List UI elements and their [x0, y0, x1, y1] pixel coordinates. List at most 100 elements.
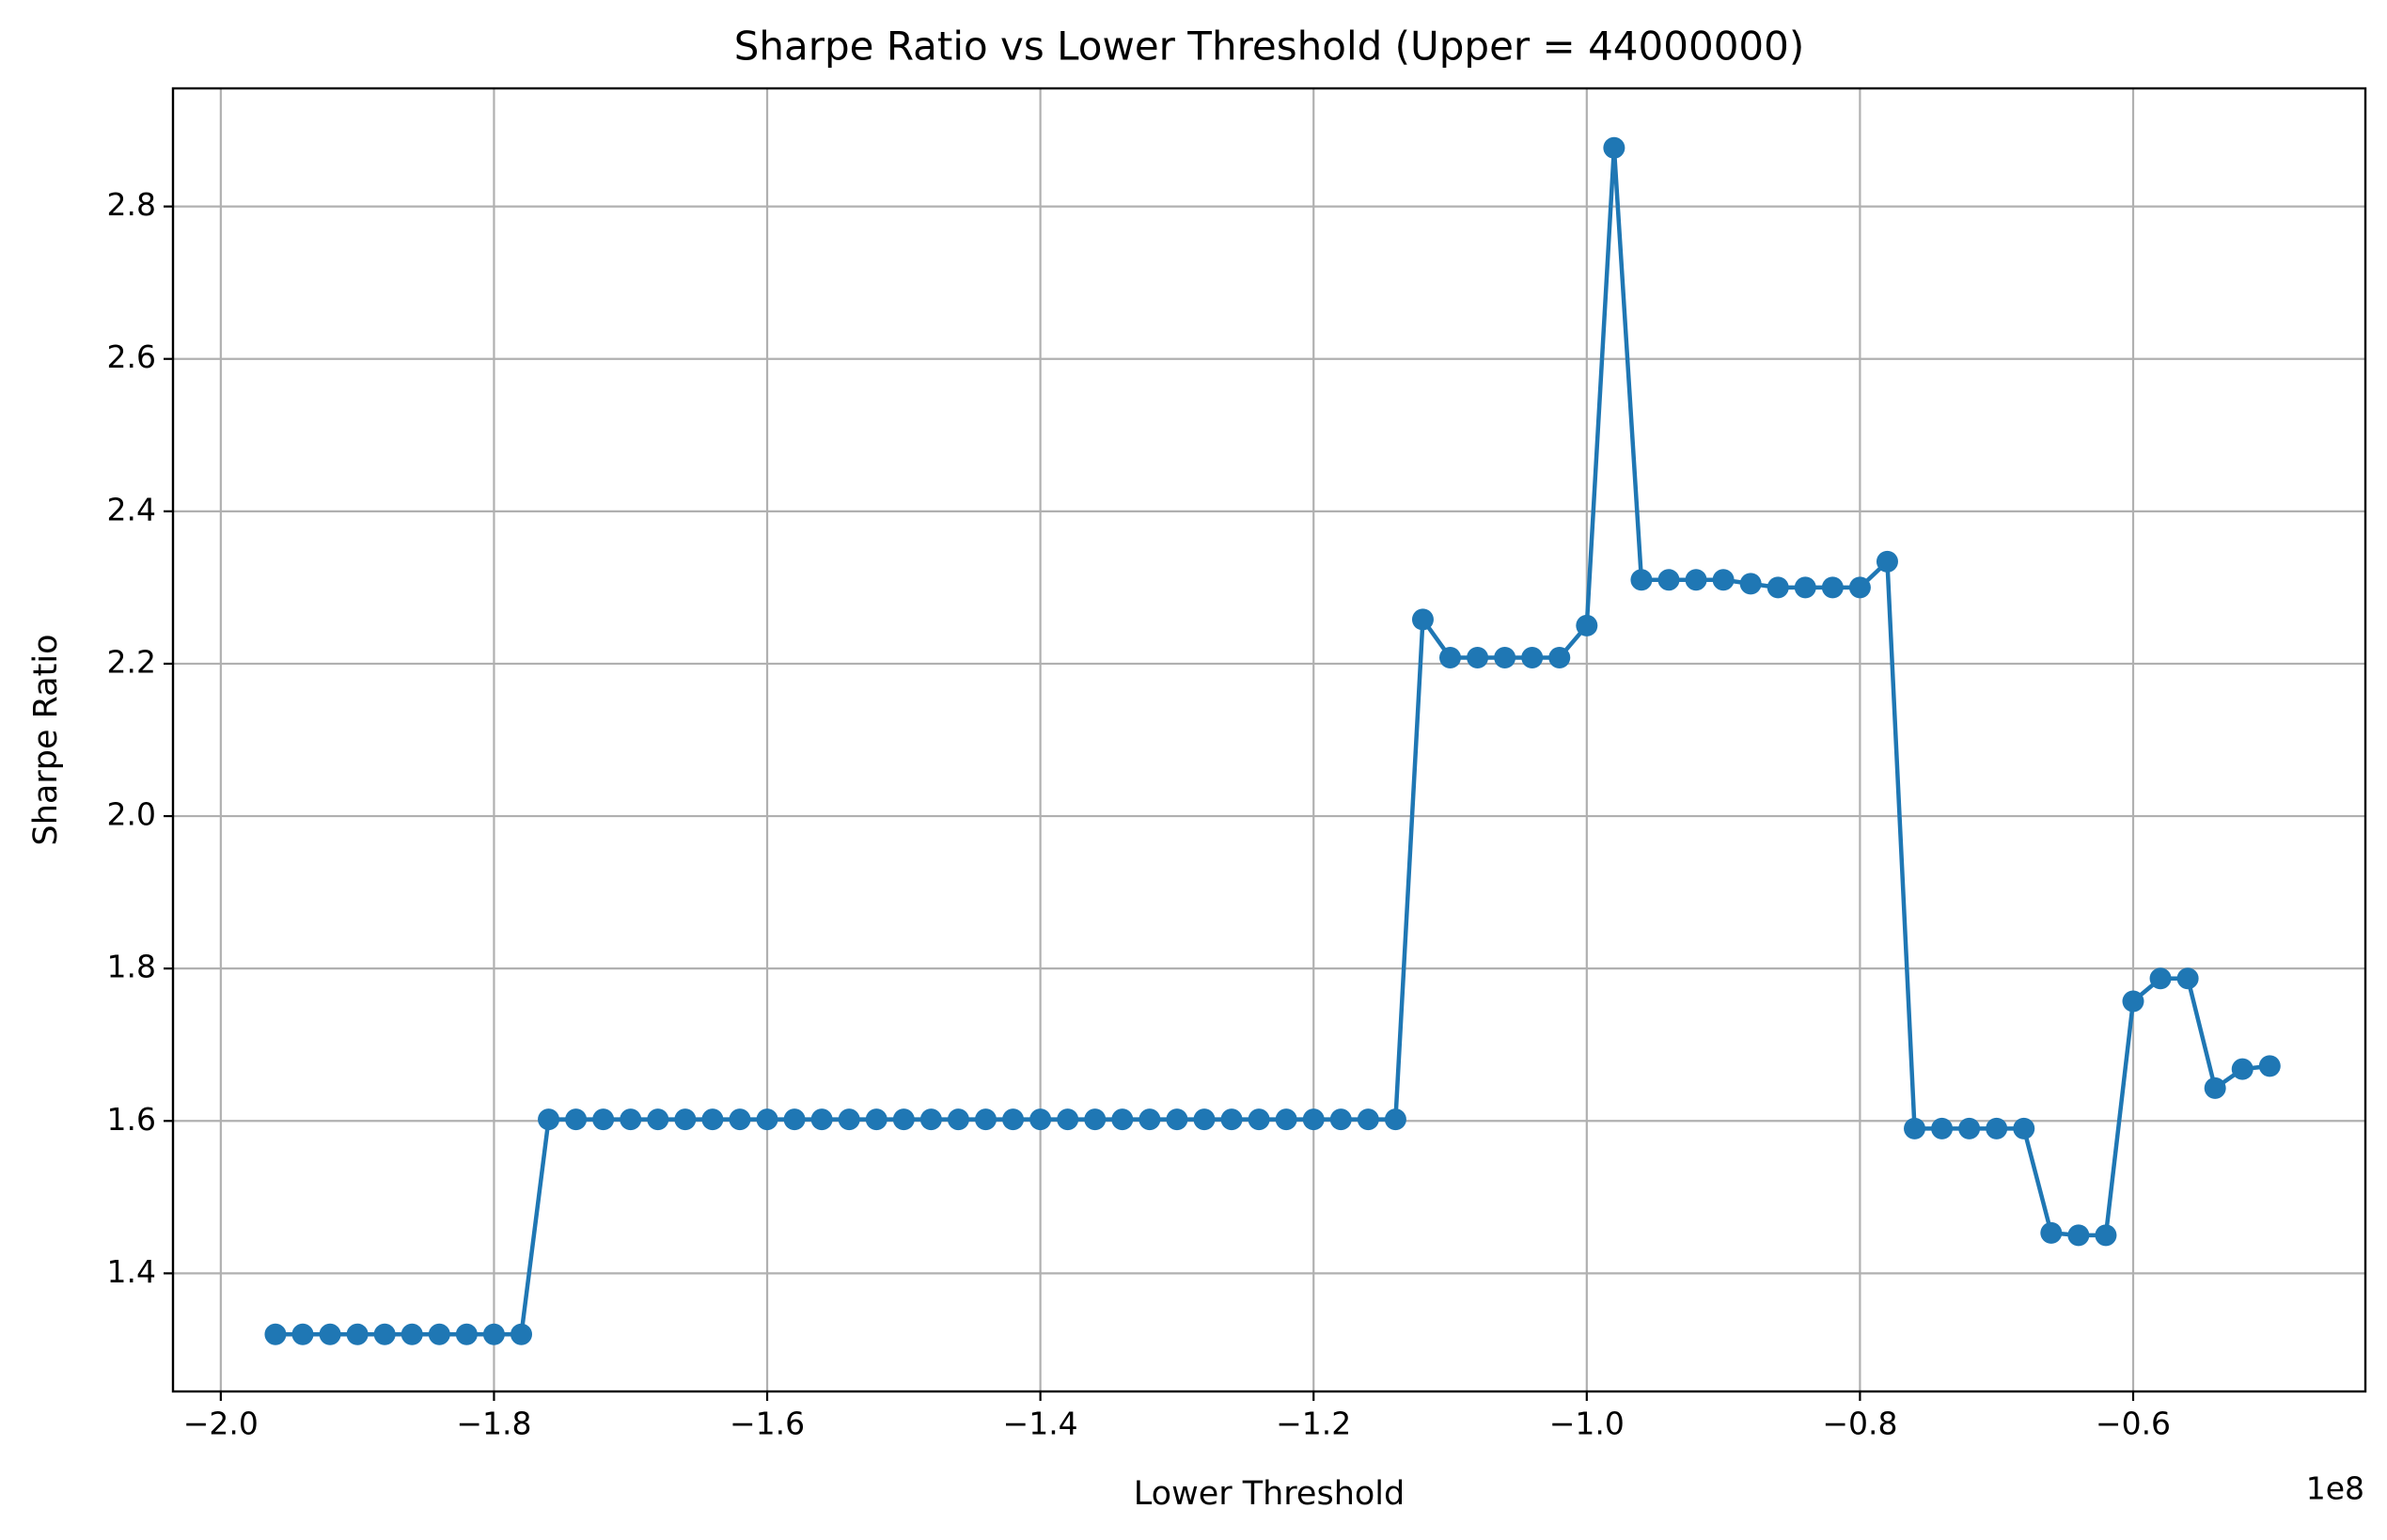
data-point — [1794, 576, 1816, 599]
data-point — [783, 1108, 806, 1131]
data-point — [2040, 1221, 2063, 1244]
data-point — [1876, 550, 1898, 573]
data-point — [1329, 1108, 1352, 1131]
data-point — [919, 1108, 942, 1131]
data-point — [373, 1323, 396, 1345]
data-point — [510, 1323, 533, 1345]
data-point — [1576, 614, 1598, 636]
y-tick-label: 2.8 — [107, 186, 156, 223]
x-axis: −2.0 −1.8 −1.6 −1.4 −1.2 −1.0 −0.8 −0.6 — [183, 1391, 2171, 1442]
y-tick-label: 2.2 — [107, 643, 156, 680]
data-point — [1739, 573, 1762, 595]
x-tick-label: −1.2 — [1276, 1406, 1351, 1442]
y-axis: 1.4 1.6 1.8 2.0 2.2 2.4 2.6 2.8 — [107, 186, 173, 1290]
y-tick-label: 1.4 — [107, 1253, 156, 1290]
data-point — [1767, 576, 1789, 599]
data-point — [1603, 136, 1625, 159]
x-tick-label: −1.8 — [456, 1406, 531, 1442]
data-point — [2122, 990, 2144, 1013]
data-point — [1357, 1108, 1379, 1131]
data-point — [1193, 1108, 1216, 1131]
data-point — [1986, 1117, 2008, 1139]
data-point — [1411, 608, 1434, 631]
data-point — [1057, 1108, 1079, 1131]
data-point — [1548, 646, 1571, 668]
data-point — [2176, 967, 2199, 990]
y-tick-label: 1.6 — [107, 1101, 156, 1138]
data-point — [1712, 569, 1735, 591]
data-point — [1111, 1108, 1134, 1131]
data-point — [346, 1323, 369, 1345]
data-point — [838, 1108, 860, 1131]
data-point — [2013, 1117, 2035, 1139]
data-point — [1275, 1108, 1297, 1131]
data-point — [1439, 646, 1462, 668]
x-axis-label: Lower Threshold — [1134, 1475, 1405, 1513]
data-point — [1958, 1117, 1981, 1139]
data-point — [975, 1108, 997, 1131]
data-point — [565, 1108, 588, 1131]
data-point — [865, 1108, 887, 1131]
data-point — [1248, 1108, 1270, 1131]
data-point — [1494, 646, 1516, 668]
data-point — [400, 1323, 423, 1345]
x-tick-label: −1.0 — [1549, 1406, 1625, 1442]
y-tick-label: 2.6 — [107, 338, 156, 375]
data-point — [2095, 1224, 2117, 1247]
data-point — [620, 1108, 642, 1131]
data-point — [1384, 1108, 1406, 1131]
data-point — [1467, 646, 1489, 668]
data-point — [1302, 1108, 1325, 1131]
y-tick-label: 1.8 — [107, 949, 156, 985]
data-point — [947, 1108, 969, 1131]
data-point — [482, 1323, 505, 1345]
data-point — [2258, 1055, 2281, 1077]
data-point — [2231, 1058, 2254, 1080]
data-point — [1931, 1117, 1954, 1139]
data-point — [1848, 576, 1871, 599]
data-point — [1630, 569, 1653, 591]
x-offset-label: 1e8 — [2306, 1470, 2364, 1507]
data-point — [1029, 1108, 1052, 1131]
data-point — [729, 1108, 751, 1131]
data-point — [647, 1108, 669, 1131]
data-point — [810, 1108, 833, 1131]
y-tick-label: 2.4 — [107, 491, 156, 527]
data-point — [701, 1108, 724, 1131]
data-point — [1084, 1108, 1107, 1131]
y-tick-label: 2.0 — [107, 796, 156, 833]
chart-title: Sharpe Ratio vs Lower Threshold (Upper =… — [734, 24, 1805, 70]
data-point — [1166, 1108, 1188, 1131]
data-series — [264, 136, 2281, 1345]
data-point — [1002, 1108, 1025, 1131]
data-point — [428, 1323, 450, 1345]
y-axis-label: Sharpe Ratio — [27, 635, 65, 846]
data-point — [455, 1323, 478, 1345]
data-point — [1521, 646, 1544, 668]
data-point — [2149, 967, 2172, 990]
data-point — [756, 1108, 778, 1131]
data-point — [319, 1323, 341, 1345]
data-point — [1685, 569, 1707, 591]
x-tick-label: −1.4 — [1003, 1406, 1078, 1442]
data-point — [1220, 1108, 1243, 1131]
data-point — [2067, 1224, 2090, 1247]
data-point — [1904, 1117, 1926, 1139]
x-tick-label: −0.8 — [1822, 1406, 1897, 1442]
data-point — [892, 1108, 915, 1131]
data-point — [2204, 1076, 2226, 1099]
data-point — [1821, 576, 1844, 599]
data-point — [291, 1323, 314, 1345]
data-point — [538, 1108, 560, 1131]
data-point — [1139, 1108, 1161, 1131]
x-tick-label: −0.6 — [2096, 1406, 2171, 1442]
x-tick-label: −1.6 — [730, 1406, 805, 1442]
x-tick-label: −2.0 — [183, 1406, 259, 1442]
data-point — [1657, 569, 1680, 591]
data-point — [264, 1323, 287, 1345]
data-point — [674, 1108, 697, 1131]
plot-frame — [171, 86, 2367, 1393]
data-point — [592, 1108, 615, 1131]
